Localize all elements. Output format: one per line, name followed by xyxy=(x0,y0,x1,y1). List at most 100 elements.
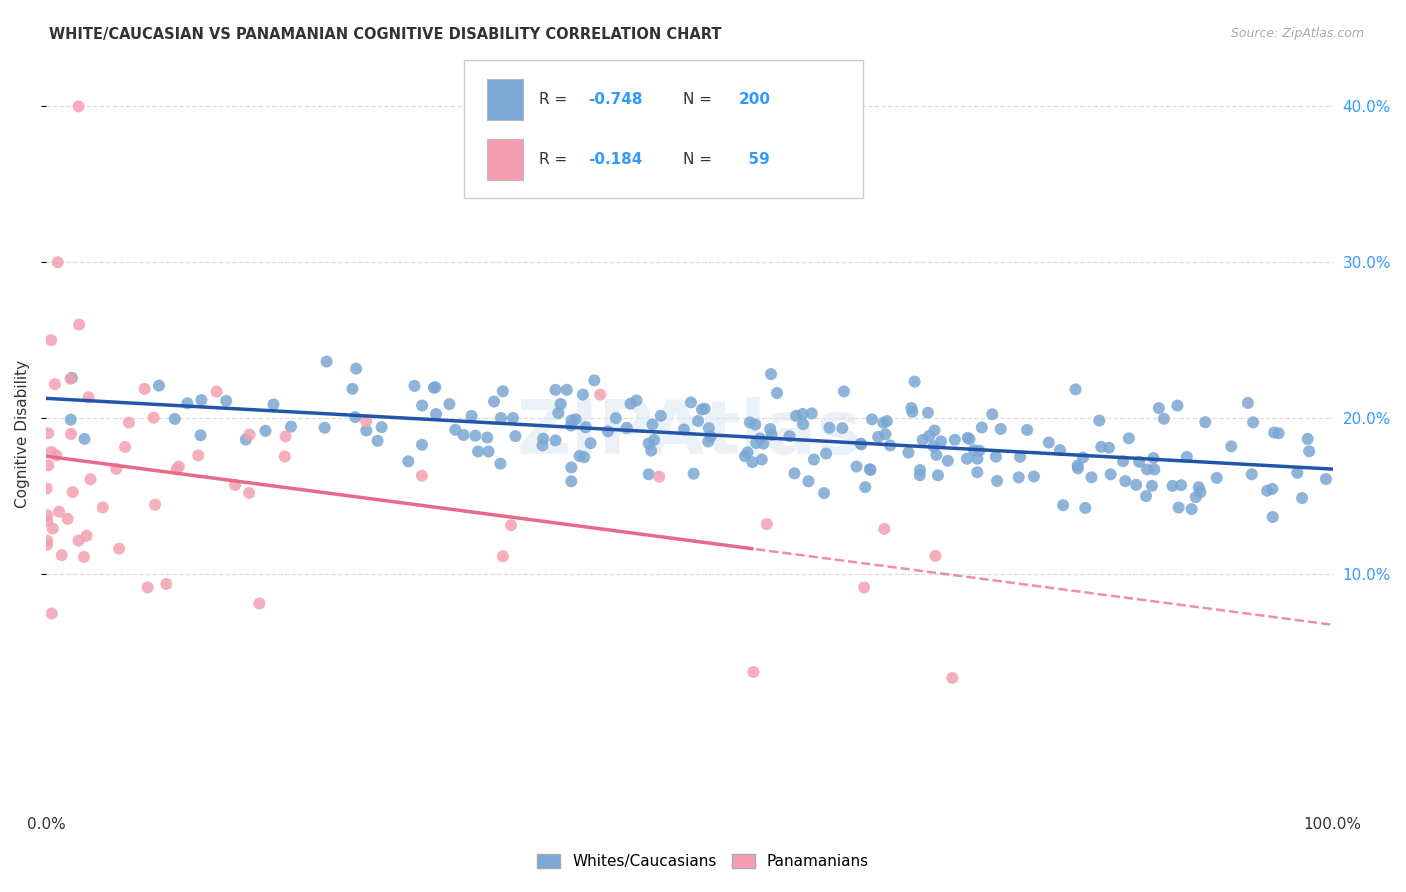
Point xyxy=(759,367,782,381)
Point xyxy=(564,412,586,426)
Point xyxy=(59,412,82,426)
Point xyxy=(411,468,433,483)
Point xyxy=(924,424,946,438)
Point xyxy=(39,445,62,459)
Point xyxy=(1142,451,1164,466)
Point xyxy=(1038,435,1060,450)
Point xyxy=(925,448,948,462)
Point xyxy=(626,393,648,408)
Point xyxy=(815,447,838,461)
Point xyxy=(60,371,83,385)
Point xyxy=(619,397,641,411)
Point xyxy=(832,384,855,399)
Y-axis label: Cognitive Disability: Cognitive Disability xyxy=(15,359,30,508)
Point xyxy=(927,468,949,483)
Point xyxy=(544,383,567,397)
Point xyxy=(148,378,170,392)
Point xyxy=(73,432,96,446)
Point xyxy=(1261,482,1284,496)
Point xyxy=(59,372,82,386)
Point xyxy=(489,411,512,425)
Point xyxy=(990,422,1012,436)
Point xyxy=(1049,443,1071,458)
Point xyxy=(697,434,720,449)
Point xyxy=(797,475,820,489)
Point xyxy=(755,516,778,531)
Point xyxy=(737,445,759,459)
Point xyxy=(761,428,783,442)
Point xyxy=(136,581,159,595)
Point xyxy=(959,432,981,446)
Point xyxy=(444,423,467,437)
Point xyxy=(108,541,131,556)
Point xyxy=(859,462,882,476)
Point xyxy=(79,472,101,486)
Point xyxy=(583,373,606,387)
Point xyxy=(1008,470,1031,484)
Point xyxy=(41,607,63,621)
Point xyxy=(274,429,297,443)
Point xyxy=(176,396,198,410)
Point xyxy=(853,480,876,494)
Point xyxy=(114,440,136,454)
Point xyxy=(575,420,598,434)
Point xyxy=(1112,454,1135,468)
Point xyxy=(650,409,672,423)
Point xyxy=(48,505,70,519)
Point xyxy=(39,333,62,347)
Point xyxy=(77,390,100,404)
Point xyxy=(46,255,69,269)
Point xyxy=(62,485,84,500)
Point xyxy=(187,449,209,463)
Point xyxy=(531,432,554,446)
Text: WHITE/CAUCASIAN VS PANAMANIAN COGNITIVE DISABILITY CORRELATION CHART: WHITE/CAUCASIAN VS PANAMANIAN COGNITIVE … xyxy=(49,27,721,42)
Point xyxy=(67,318,90,332)
Point xyxy=(966,451,988,466)
Point xyxy=(734,449,756,463)
Point xyxy=(641,417,664,432)
Point xyxy=(879,438,901,452)
Point xyxy=(845,459,868,474)
Point xyxy=(560,475,582,489)
Point xyxy=(492,549,515,564)
Text: R =: R = xyxy=(538,92,572,107)
Point xyxy=(1143,462,1166,476)
Point xyxy=(1125,478,1147,492)
Point xyxy=(1128,455,1150,469)
Point xyxy=(367,434,389,448)
Text: N =: N = xyxy=(683,92,717,107)
Point xyxy=(738,416,761,430)
Point xyxy=(118,416,141,430)
Point xyxy=(105,462,128,476)
Point xyxy=(741,455,763,469)
Point xyxy=(818,421,841,435)
Point xyxy=(477,444,499,458)
Point xyxy=(1099,467,1122,482)
Text: -0.748: -0.748 xyxy=(588,92,643,107)
Point xyxy=(45,449,67,463)
Point xyxy=(425,380,447,394)
Point xyxy=(1240,467,1263,482)
Point xyxy=(800,407,823,421)
Point xyxy=(37,533,59,548)
Point xyxy=(1088,414,1111,428)
Point xyxy=(238,486,260,500)
Point xyxy=(91,500,114,515)
Point xyxy=(1074,500,1097,515)
Point xyxy=(876,414,898,428)
Point xyxy=(370,420,392,434)
Point xyxy=(868,430,890,444)
Point xyxy=(1064,383,1087,397)
Point xyxy=(37,458,59,473)
Point xyxy=(1114,474,1136,488)
Point xyxy=(51,548,73,562)
Point xyxy=(547,406,569,420)
Point xyxy=(966,465,988,479)
Point xyxy=(60,427,83,442)
Point xyxy=(1017,423,1039,437)
Point xyxy=(984,450,1007,464)
Point xyxy=(1256,483,1278,498)
Point xyxy=(315,354,337,368)
Point xyxy=(190,428,212,442)
Point xyxy=(929,434,952,449)
